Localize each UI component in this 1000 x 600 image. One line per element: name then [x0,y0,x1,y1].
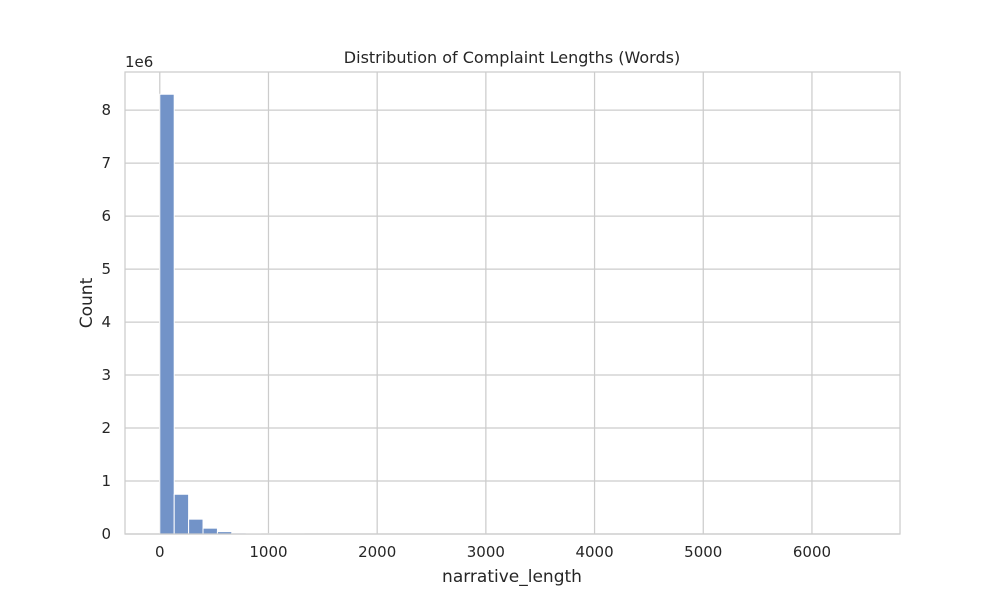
x-tick-label: 1000 [249,543,287,561]
y-tick-label: 8 [101,101,111,119]
y-axis-label: Count [77,277,97,328]
y-tick-label: 0 [101,525,111,543]
histogram-bar [188,518,204,535]
x-tick-label: 2000 [358,543,396,561]
x-axis-label: narrative_length [442,567,582,587]
histogram-bar [173,493,190,535]
y-tick-label: 3 [101,366,111,384]
x-tick-label: 4000 [575,543,613,561]
y-tick-label: 6 [101,207,111,225]
x-tick-label: 3000 [467,543,505,561]
x-tick-labels: 0 1000 2000 3000 4000 5000 6000 [155,543,831,561]
histogram-bar [159,93,175,535]
grid-layer [125,72,900,535]
y-tick-label: 2 [101,419,111,437]
bars-layer [159,93,305,535]
y-tick-label: 1 [101,472,111,490]
plot-frame [124,71,901,535]
y-tick-label: 4 [101,313,111,331]
x-tick-label: 6000 [793,543,831,561]
y-offset-label: 1e6 [125,53,153,71]
x-tick-label: 5000 [684,543,722,561]
y-tick-label: 5 [101,260,111,278]
y-tick-labels: 0 1 2 3 4 5 6 7 8 [101,101,111,543]
x-tick-label: 0 [155,543,165,561]
chart-title: Distribution of Complaint Lengths (Words… [344,48,680,67]
histogram-bar [202,527,218,535]
y-tick-label: 7 [101,154,111,172]
